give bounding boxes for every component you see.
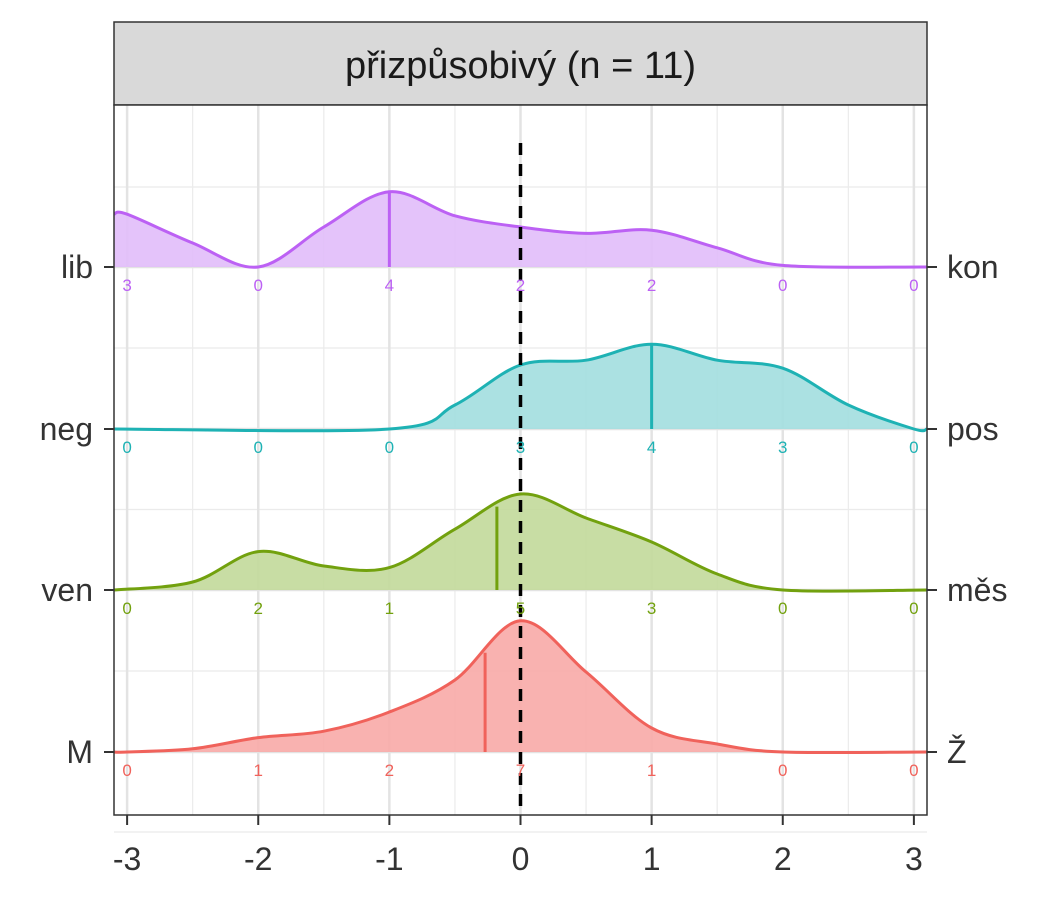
facet-strip bbox=[113, 21, 928, 106]
y-label-right: kon bbox=[947, 249, 999, 285]
ridge-line bbox=[113, 190, 928, 269]
x-tick-label: 1 bbox=[643, 841, 661, 877]
count-label: 0 bbox=[385, 438, 394, 457]
ridge-row-neg bbox=[113, 342, 928, 433]
count-label: 3 bbox=[516, 438, 525, 457]
count-label: 4 bbox=[647, 438, 656, 457]
count-label: 0 bbox=[778, 761, 787, 780]
x-tick-label: -3 bbox=[113, 841, 141, 877]
ridge-line bbox=[113, 342, 928, 433]
x-axis: -3 -2 -1 0 1 2 3 bbox=[113, 815, 923, 877]
count-label: 2 bbox=[516, 276, 525, 295]
count-label: 3 bbox=[122, 276, 131, 295]
count-label: 7 bbox=[516, 761, 525, 780]
count-label: 0 bbox=[778, 276, 787, 295]
y-label-left: neg bbox=[40, 411, 93, 447]
y-label-left: M bbox=[66, 734, 93, 770]
count-label: 4 bbox=[385, 276, 394, 295]
y-label-right: Ž bbox=[947, 734, 967, 770]
count-label: 0 bbox=[122, 599, 131, 618]
y-label-left: lib bbox=[61, 249, 93, 285]
count-label: 0 bbox=[909, 276, 918, 295]
count-label: 0 bbox=[254, 438, 263, 457]
x-tick-label: 0 bbox=[512, 841, 530, 877]
count-label: 2 bbox=[385, 761, 394, 780]
count-label: 0 bbox=[778, 599, 787, 618]
facet-title: přizpůsobivý (n = 11) bbox=[345, 45, 696, 87]
count-label: 2 bbox=[647, 276, 656, 295]
count-label: 3 bbox=[778, 438, 787, 457]
ridge-area bbox=[114, 344, 927, 431]
count-label: 0 bbox=[909, 438, 918, 457]
count-label: 0 bbox=[909, 599, 918, 618]
count-label: 5 bbox=[516, 599, 525, 618]
count-label: 0 bbox=[254, 276, 263, 295]
x-tick-label: 2 bbox=[774, 841, 792, 877]
count-label: 0 bbox=[122, 438, 131, 457]
count-labels: 0 1 2 7 1 0 0 0 2 1 5 3 0 0 0 0 0 3 4 3 0 3 0 4 2 2 0 0 bbox=[122, 276, 918, 780]
count-label: 1 bbox=[254, 761, 263, 780]
count-label: 0 bbox=[122, 761, 131, 780]
y-label-right: měs bbox=[947, 572, 1007, 608]
ridge-row-M bbox=[113, 619, 928, 755]
count-label: 1 bbox=[385, 599, 394, 618]
ridge-line bbox=[113, 492, 928, 593]
ridge-area bbox=[114, 620, 927, 753]
x-tick-label: -1 bbox=[375, 841, 403, 877]
count-label: 3 bbox=[647, 599, 656, 618]
count-label: 0 bbox=[909, 761, 918, 780]
x-tick-label: -2 bbox=[244, 841, 272, 877]
x-tick-label: 3 bbox=[905, 841, 923, 877]
ridge-line bbox=[113, 619, 928, 755]
y-label-right: pos bbox=[947, 411, 999, 447]
count-label: 1 bbox=[647, 761, 656, 780]
count-label: 2 bbox=[254, 599, 263, 618]
y-label-left: ven bbox=[41, 572, 93, 608]
